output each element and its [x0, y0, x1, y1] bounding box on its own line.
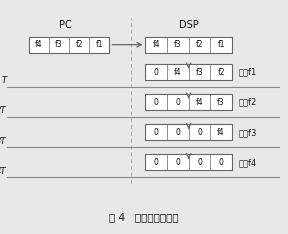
- Text: 0: 0: [175, 158, 180, 167]
- Text: f2: f2: [196, 40, 203, 49]
- Text: T: T: [1, 76, 6, 85]
- Text: 0: 0: [219, 158, 223, 167]
- Text: f2: f2: [217, 68, 225, 77]
- Text: f4: f4: [152, 40, 160, 49]
- Text: 输出f2: 输出f2: [238, 98, 256, 106]
- Text: 图 4   缓冲机制示意图: 图 4 缓冲机制示意图: [109, 213, 179, 223]
- Bar: [145, 37, 232, 53]
- Text: f4: f4: [217, 128, 225, 137]
- Text: f3: f3: [196, 68, 203, 77]
- Text: f4: f4: [196, 98, 203, 106]
- Text: f3: f3: [55, 40, 63, 49]
- Text: 0: 0: [175, 128, 180, 137]
- Bar: [145, 64, 232, 80]
- Text: 输出f3: 输出f3: [238, 128, 257, 137]
- Text: 0: 0: [154, 98, 159, 106]
- Text: f4: f4: [174, 68, 182, 77]
- Text: 0: 0: [197, 158, 202, 167]
- Text: 输出f4: 输出f4: [238, 158, 256, 167]
- Text: PC: PC: [59, 20, 72, 29]
- Text: f1: f1: [96, 40, 103, 49]
- Text: 0: 0: [154, 158, 159, 167]
- Bar: [145, 124, 232, 140]
- Text: 0: 0: [175, 98, 180, 106]
- Text: 0: 0: [154, 128, 159, 137]
- Text: 4T: 4T: [0, 167, 6, 176]
- Text: 0: 0: [154, 68, 159, 77]
- Text: 2T: 2T: [0, 106, 6, 115]
- Text: DSP: DSP: [179, 20, 198, 29]
- Bar: [29, 37, 109, 53]
- Text: f4: f4: [35, 40, 43, 49]
- Text: f3: f3: [174, 40, 182, 49]
- Text: f1: f1: [217, 40, 225, 49]
- Bar: [145, 94, 232, 110]
- Text: 3T: 3T: [0, 137, 6, 146]
- Text: f3: f3: [217, 98, 225, 106]
- Text: 输出f1: 输出f1: [238, 68, 256, 77]
- Text: f2: f2: [75, 40, 83, 49]
- Bar: [145, 154, 232, 170]
- Text: 0: 0: [197, 128, 202, 137]
